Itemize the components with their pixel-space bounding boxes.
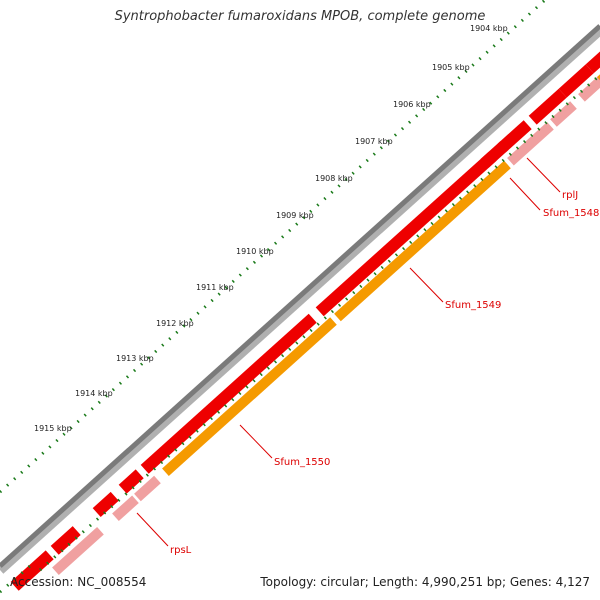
scale-label: 1905 kbp [432, 63, 470, 72]
leader-line [136, 512, 169, 547]
map-title: Syntrophobacter fumaroxidans MPOB, compl… [114, 9, 486, 24]
leader-line [409, 267, 444, 303]
gene-block[interactable] [558, 64, 594, 98]
gene-sfum-1548[interactable] [507, 122, 554, 166]
gene-block[interactable] [50, 526, 81, 555]
scale-label: 1912 kbp [156, 319, 194, 328]
leader-line [239, 424, 273, 459]
gene-block[interactable] [528, 88, 567, 125]
gene-block[interactable] [597, 55, 600, 85]
scale-label: 1913 kbp [116, 354, 154, 363]
scale-label: 1907 kbp [355, 137, 393, 146]
gene-block[interactable] [134, 475, 161, 502]
gene-block[interactable] [92, 491, 119, 517]
gene-block[interactable] [585, 42, 600, 74]
scale-label: 1910 kbp [236, 247, 274, 256]
gene-sfum-1549[interactable] [315, 151, 497, 317]
gene-block[interactable] [52, 527, 104, 575]
scale-labels: 1904 kbp 1905 kbp 1906 kbp 1907 kbp 1908… [34, 24, 508, 433]
gene-sfum-1550-orange[interactable] [162, 317, 337, 476]
gene-label-sfum-1549[interactable]: Sfum_1549 [445, 300, 501, 311]
gene-labels: rplJ Sfum_1548 Sfum_1549 Sfum_1550 rpsL [170, 190, 599, 556]
gene-label-sfum-1550[interactable]: Sfum_1550 [274, 457, 330, 468]
gene-block[interactable] [118, 469, 144, 494]
genome-backbone [0, 24, 600, 574]
scale-label: 1904 kbp [470, 24, 508, 33]
gene-sfum-1550[interactable] [140, 313, 317, 474]
gene-label-rplj[interactable]: rplJ [562, 190, 578, 201]
scale-label: 1915 kbp [34, 424, 72, 433]
leader-line [526, 157, 561, 193]
scale-label: 1914 kbp [75, 389, 113, 398]
scale-label: 1908 kbp [315, 174, 353, 183]
gene-block[interactable] [112, 495, 139, 522]
gene-block[interactable] [497, 120, 532, 153]
accession-label: Accession: NC_008554 [10, 575, 147, 589]
gene-label-leaders [136, 157, 561, 547]
leader-line [509, 177, 541, 211]
tick-track [0, 0, 547, 494]
inner-tick-track [0, 73, 600, 594]
gene-block[interactable] [10, 550, 54, 591]
genome-summary: Topology: circular; Length: 4,990,251 bp… [260, 575, 590, 589]
gene-sfum-1549-orange[interactable] [334, 160, 511, 322]
gene-features [10, 42, 600, 591]
gene-block[interactable] [578, 74, 600, 102]
gene-label-sfum-1548[interactable]: Sfum_1548 [543, 208, 599, 219]
scale-label: 1906 kbp [393, 100, 431, 109]
scale-label: 1911 kbp [196, 283, 234, 292]
scale-label: 1909 kbp [276, 211, 314, 220]
gene-label-rpsl[interactable]: rpsL [170, 545, 192, 556]
gene-block[interactable] [550, 101, 577, 127]
